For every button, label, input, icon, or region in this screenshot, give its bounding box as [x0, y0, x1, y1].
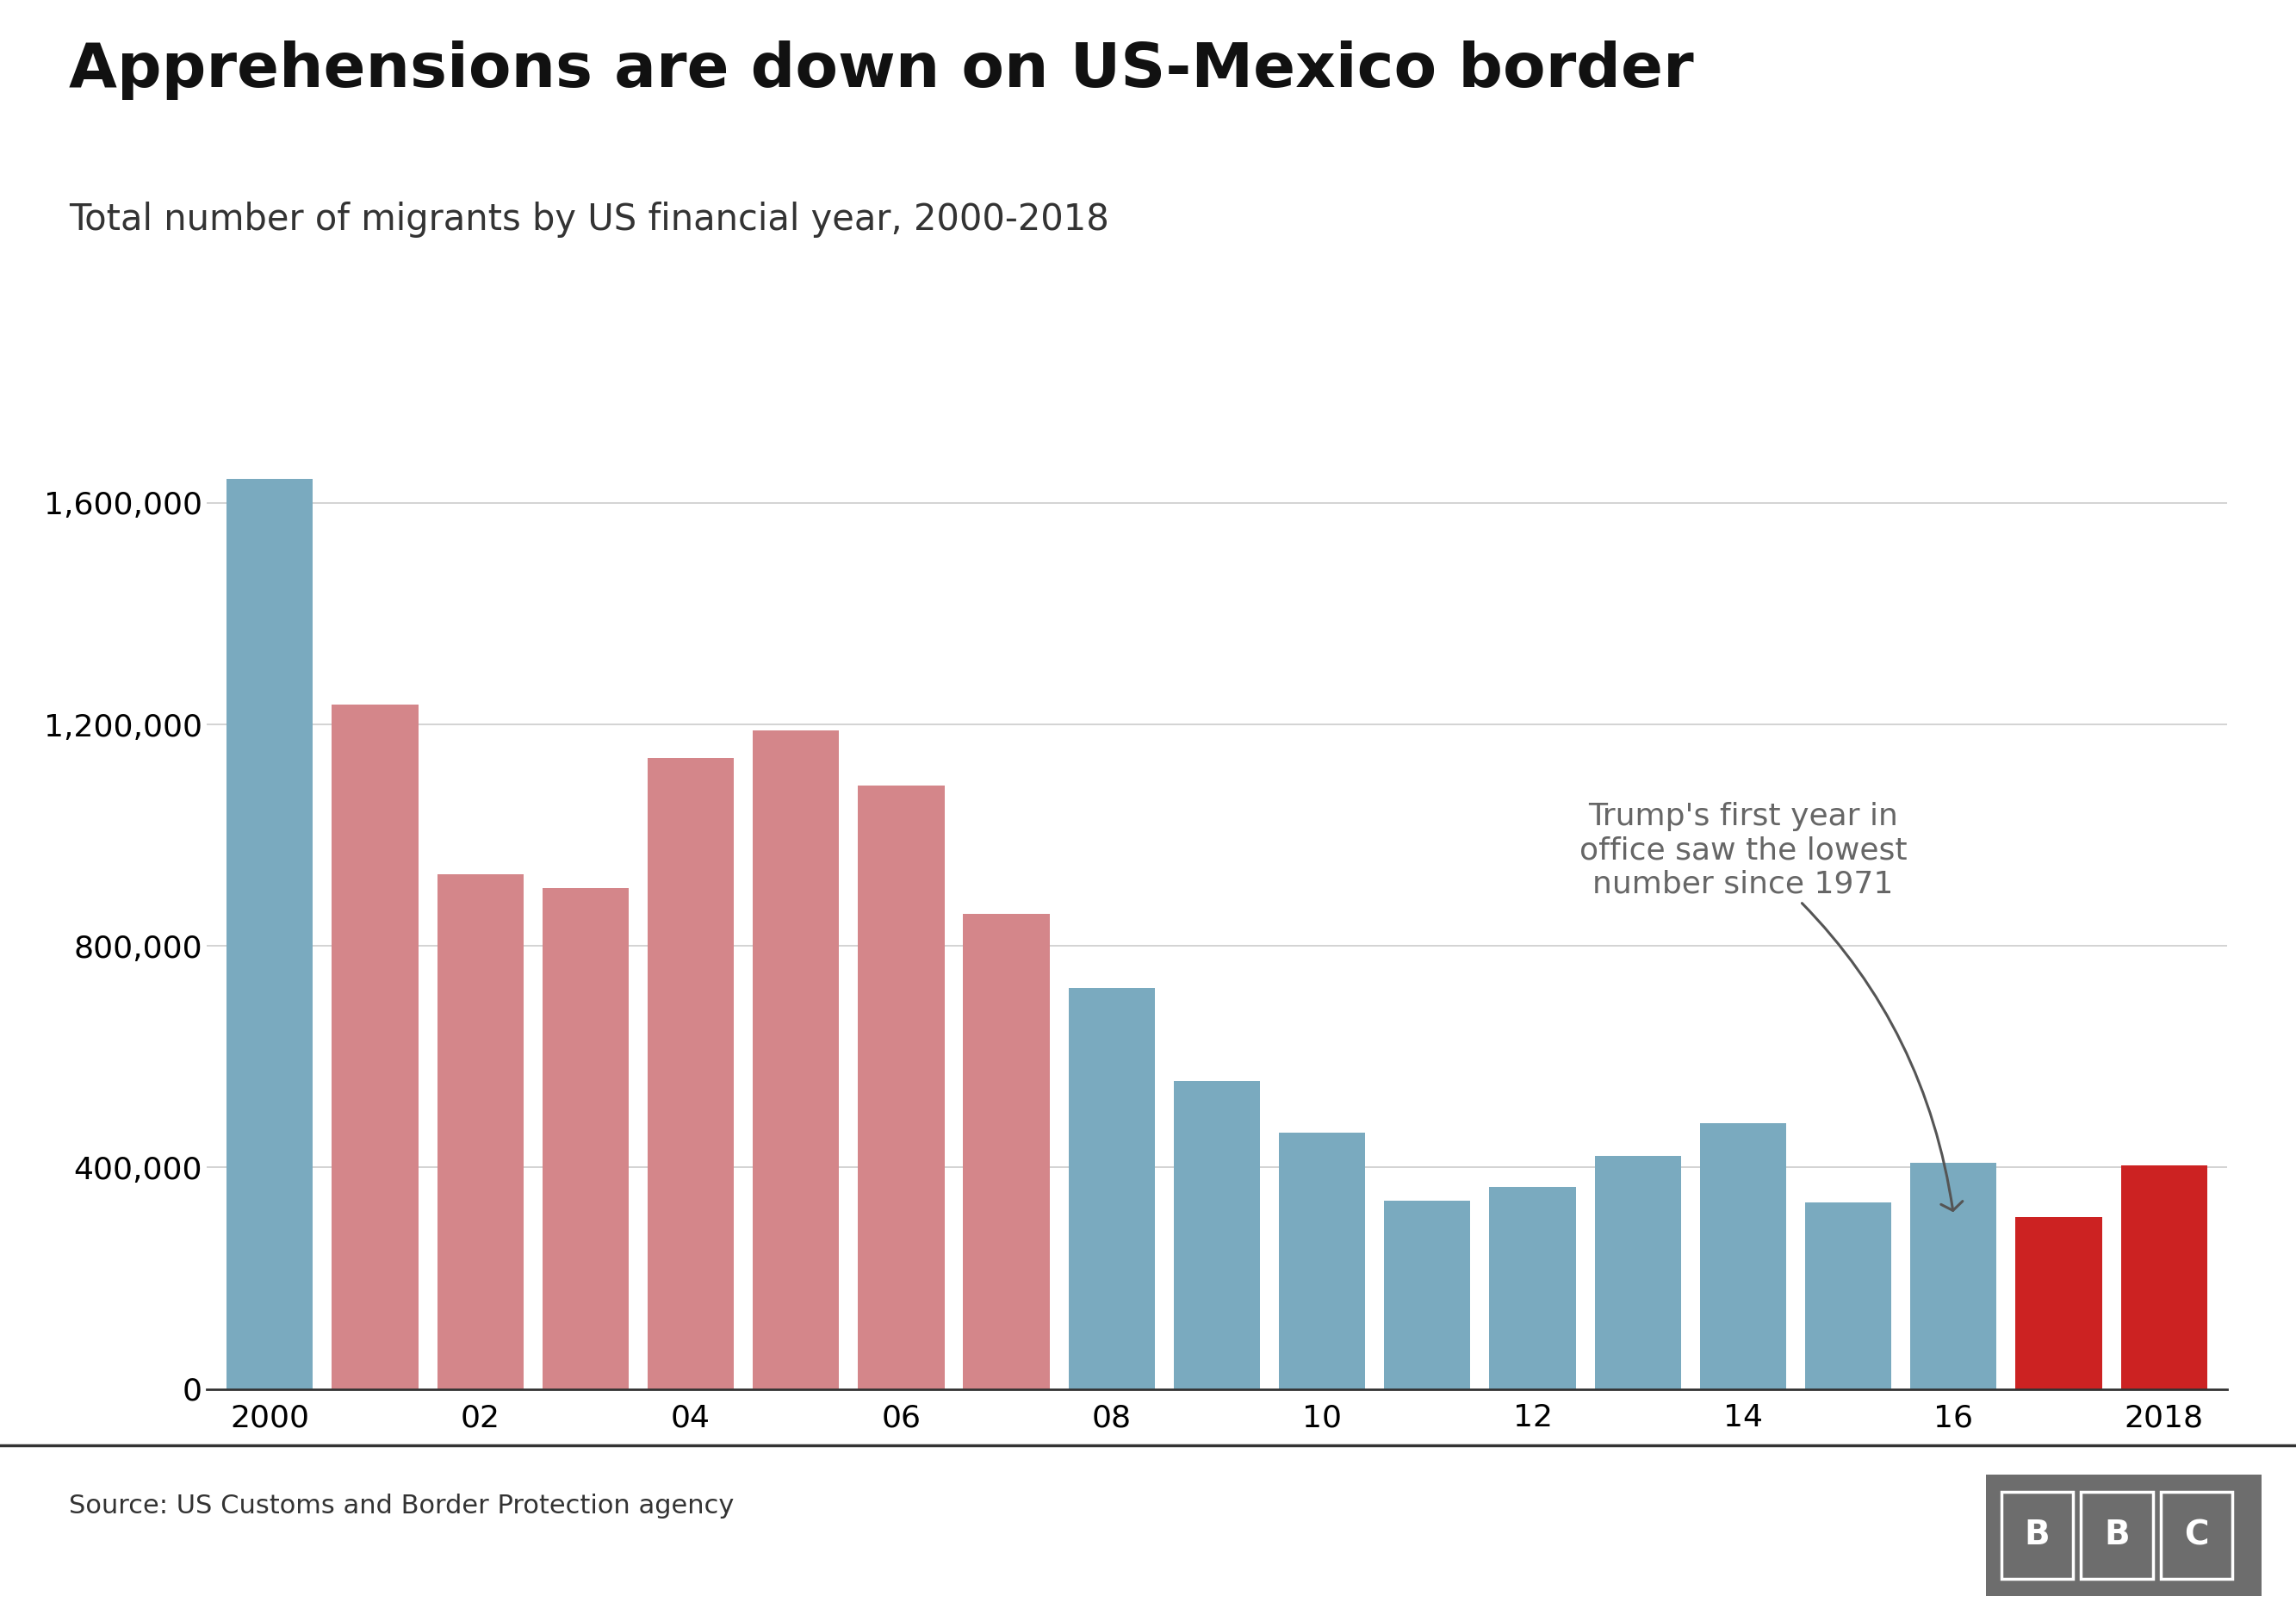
FancyBboxPatch shape — [2080, 1492, 2154, 1579]
Bar — [1384, 1200, 1469, 1389]
Text: B: B — [2103, 1518, 2131, 1552]
Bar — [859, 787, 944, 1389]
Text: Total number of migrants by US financial year, 2000-2018: Total number of migrants by US financial… — [69, 202, 1109, 237]
FancyBboxPatch shape — [2002, 1492, 2073, 1579]
Bar — [1699, 1124, 1786, 1389]
Bar — [964, 914, 1049, 1389]
Bar — [1490, 1187, 1575, 1389]
FancyBboxPatch shape — [2161, 1492, 2232, 1579]
Bar — [1805, 1202, 1892, 1389]
Bar — [2122, 1164, 2206, 1389]
Bar — [1173, 1080, 1261, 1389]
Bar — [1068, 988, 1155, 1389]
Text: Source: US Customs and Border Protection agency: Source: US Customs and Border Protection… — [69, 1494, 735, 1518]
Bar — [1596, 1156, 1681, 1389]
Text: Apprehensions are down on US-Mexico border: Apprehensions are down on US-Mexico bord… — [69, 40, 1694, 100]
Bar — [753, 730, 838, 1389]
Bar — [542, 888, 629, 1389]
Bar — [647, 757, 735, 1389]
Text: C: C — [2183, 1518, 2209, 1552]
Text: B: B — [2025, 1518, 2050, 1552]
Text: Trump's first year in
office saw the lowest
number since 1971: Trump's first year in office saw the low… — [1580, 803, 1963, 1211]
Bar — [2016, 1218, 2101, 1389]
Bar — [227, 478, 312, 1389]
Bar — [436, 874, 523, 1389]
Bar — [333, 704, 418, 1389]
Bar — [1910, 1163, 1998, 1389]
Bar — [1279, 1132, 1366, 1389]
